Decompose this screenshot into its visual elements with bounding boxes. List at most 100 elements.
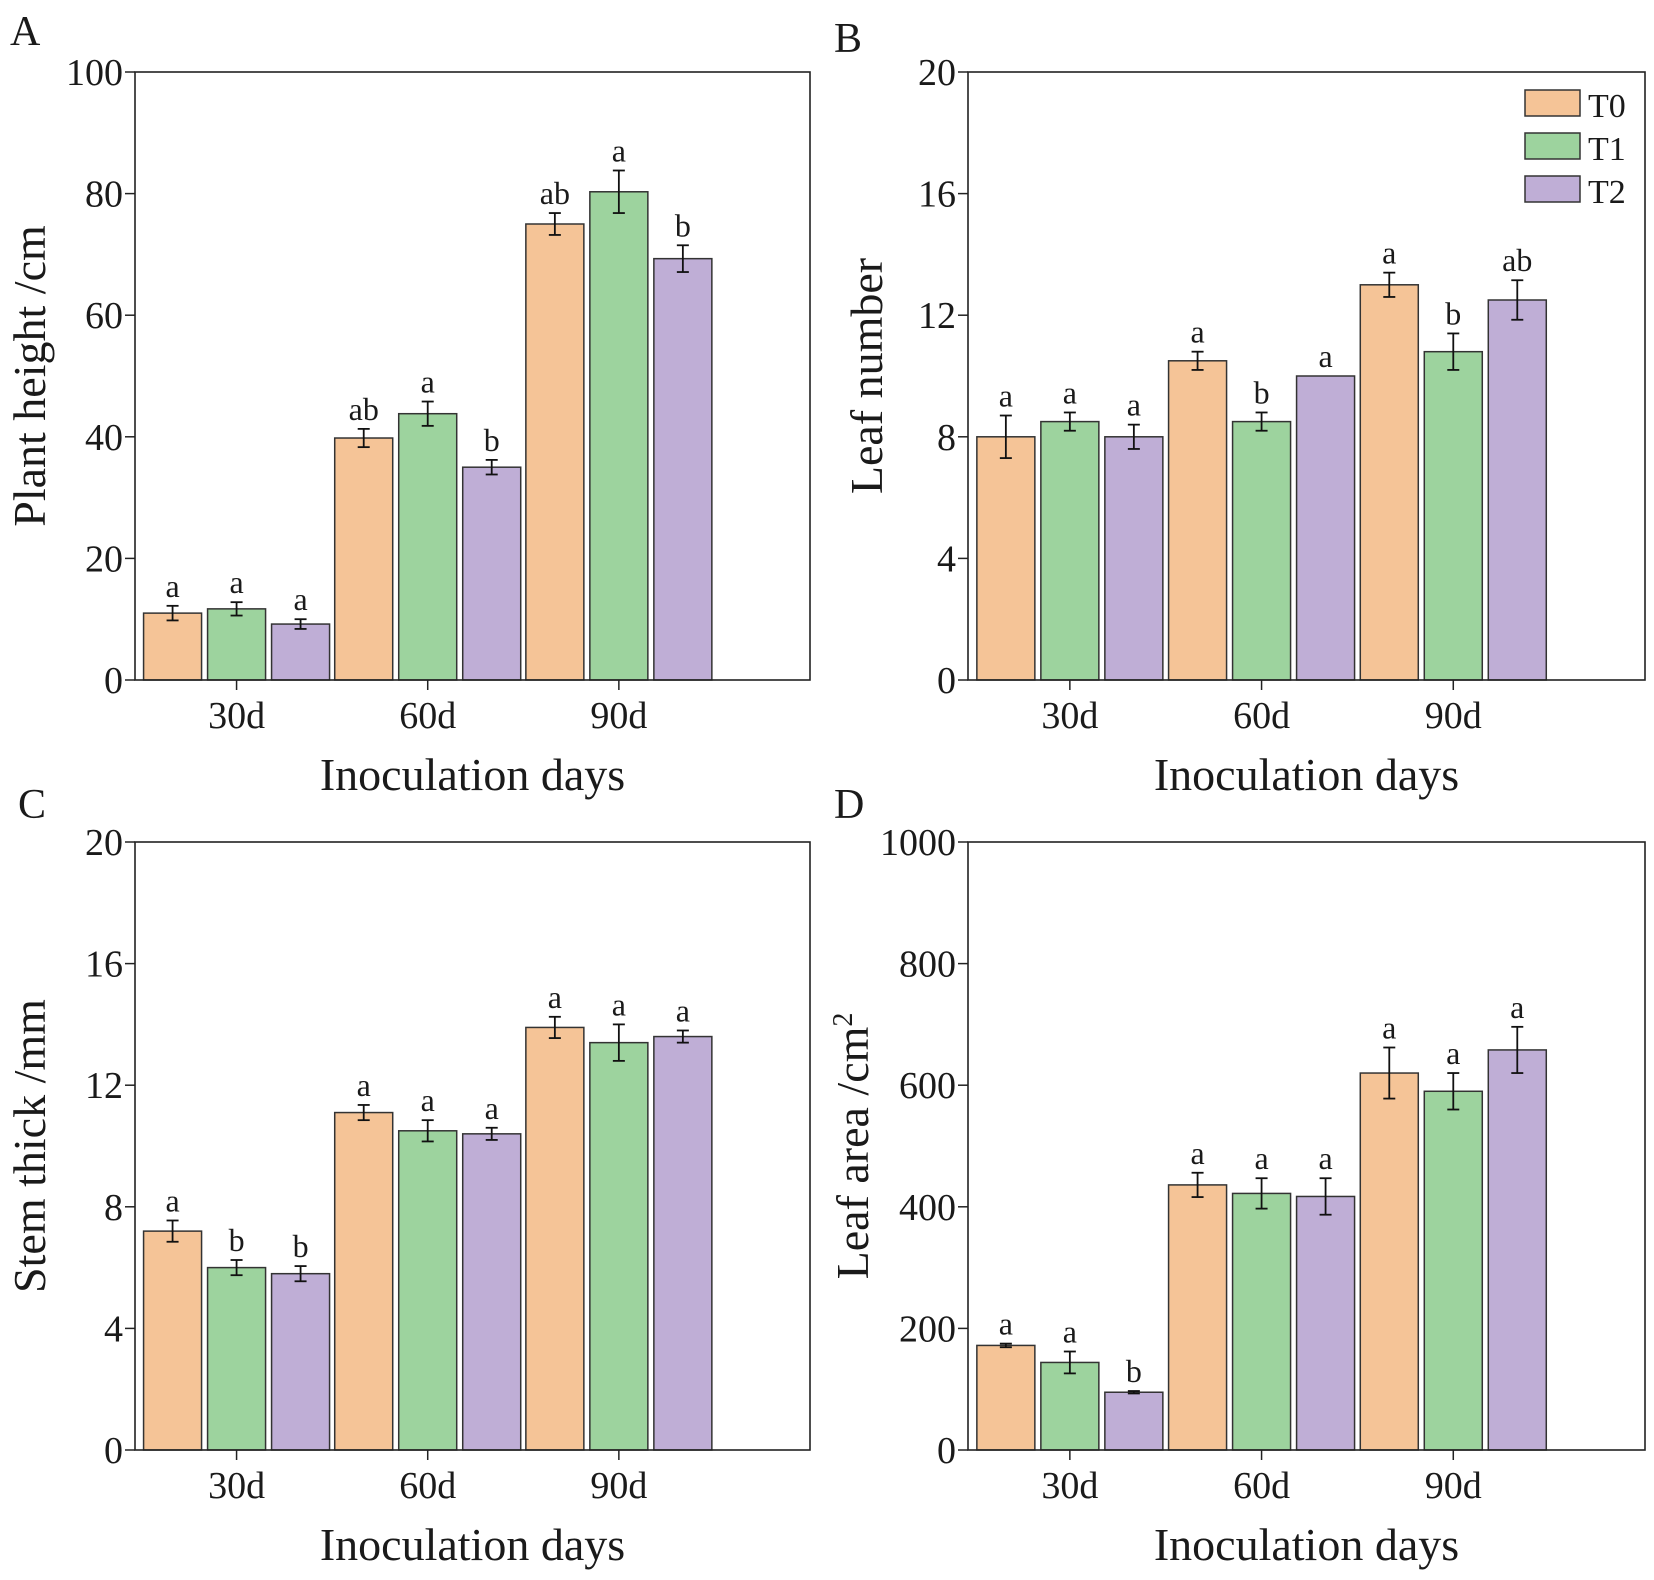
y-tick-label: 800	[899, 944, 956, 986]
panel-a-letter: A	[10, 9, 41, 55]
y-axis-title-text: Leaf area /cm	[827, 1026, 878, 1279]
significance-label: a	[1446, 1035, 1460, 1071]
y-tick-label: 12	[918, 295, 956, 337]
bar-t0-90d	[525, 1026, 585, 1451]
legend-label-t0: T0	[1588, 88, 1626, 125]
bar-t1-30d	[1040, 420, 1100, 681]
bar-t1-90d	[589, 191, 649, 681]
x-tick-label: 30d	[1041, 1465, 1098, 1507]
bar-t1-30d	[1040, 1361, 1100, 1451]
y-axis-title-text: Leaf number	[841, 258, 892, 494]
x-tick-label: 90d	[590, 1465, 647, 1507]
bar-t2-60d	[1295, 375, 1356, 681]
significance-label: a	[1063, 1314, 1077, 1350]
significance-label: a	[293, 581, 307, 617]
significance-label: a	[612, 986, 626, 1022]
x-axis-title: Inoculation days	[1154, 1519, 1459, 1570]
y-tick-label: 60	[85, 295, 123, 337]
significance-label: a	[1382, 1010, 1396, 1046]
x-tick-label: 90d	[1425, 1465, 1482, 1507]
significance-label: a	[1190, 1135, 1204, 1171]
significance-label: b	[229, 1222, 245, 1258]
y-tick-label: 20	[85, 538, 123, 580]
y-axis-title: Leaf area /cm2	[827, 1013, 878, 1280]
significance-label: a	[357, 1067, 371, 1103]
significance-label: a	[1190, 314, 1204, 350]
y-axis-title: Leaf number	[841, 258, 892, 494]
significance-label: a	[612, 132, 626, 168]
y-tick-label: 12	[85, 1065, 123, 1107]
y-tick-label: 200	[899, 1308, 956, 1350]
bar-t1-60d	[397, 412, 458, 681]
y-tick-label: 16	[85, 944, 123, 986]
y-axis-title-text: Plant height /cm	[4, 225, 55, 527]
y-tick-label: 4	[104, 1308, 123, 1350]
significance-label: a	[548, 979, 562, 1015]
x-tick-label: 30d	[1041, 695, 1098, 737]
plot-frame	[134, 71, 811, 681]
bar-t0-60d	[1167, 1184, 1228, 1451]
bar-t0-60d	[1167, 360, 1228, 681]
legend-swatch-t2	[1524, 175, 1581, 203]
significance-label: a	[1318, 1140, 1332, 1176]
x-tick-label: 30d	[208, 1465, 265, 1507]
plot-frame	[967, 841, 1646, 1451]
bar-t2-60d	[461, 1133, 522, 1451]
y-axis-title: Stem thick /mm	[4, 999, 55, 1293]
significance-label: a	[229, 564, 243, 600]
y-tick-label: 20	[918, 52, 956, 94]
bar-t2-30d	[1104, 436, 1164, 681]
significance-label: b	[1445, 295, 1461, 331]
bar-t2-60d	[1295, 1195, 1356, 1451]
x-tick-label: 60d	[1233, 1465, 1290, 1507]
bar-t1-30d	[206, 1266, 267, 1451]
legend-label-t1: T1	[1588, 131, 1626, 168]
x-tick-label: 90d	[590, 695, 647, 737]
significance-label: a	[1127, 387, 1141, 423]
y-axis-title: Plant height /cm	[4, 225, 55, 527]
bar-t0-30d	[976, 436, 1036, 681]
x-axis-title: Inoculation days	[320, 749, 625, 800]
panel-d: D a a a a a a b a a 0 200 400 600 800 1000 30d 60d 90d Ino…	[827, 782, 1646, 1570]
panel-c-chart: a a a b a a b a a 0 4 8 12 16 20 30d 60d 90d Inoculation d…	[4, 822, 811, 1570]
legend-swatch-t0	[1524, 89, 1581, 117]
significance-label: b	[675, 207, 691, 243]
y-tick-label: 0	[104, 660, 123, 702]
significance-label: a	[165, 568, 179, 604]
bar-t2-60d	[461, 466, 522, 681]
x-tick-label: 60d	[399, 695, 456, 737]
bar-t1-30d	[206, 608, 267, 681]
x-tick-label: 60d	[399, 1465, 456, 1507]
significance-label: ab	[1502, 242, 1532, 278]
legend-swatch-t1	[1524, 132, 1581, 160]
bar-t2-90d	[653, 257, 713, 681]
y-axis-title-text: Stem thick /mm	[4, 999, 55, 1293]
significance-label: a	[999, 378, 1013, 414]
y-tick-label: 0	[937, 660, 956, 702]
y-tick-label: 100	[66, 52, 123, 94]
significance-label: a	[485, 1090, 499, 1126]
bar-t0-90d	[525, 223, 585, 681]
significance-label: b	[1254, 374, 1270, 410]
bar-t0-60d	[333, 1111, 394, 1451]
significance-label: ab	[540, 175, 570, 211]
significance-label: a	[1510, 989, 1524, 1025]
panel-c: C a a a b a a b a a 0 4 8 12 16 20 30d 60d 90d Inoculation…	[4, 782, 811, 1570]
y-tick-label: 80	[85, 174, 123, 216]
panel-b-letter: B	[834, 16, 862, 62]
y-tick-label: 4	[937, 538, 956, 580]
bar-t0-60d	[333, 437, 394, 681]
x-tick-label: 30d	[208, 695, 265, 737]
significance-label: a	[999, 1306, 1013, 1342]
significance-label: a	[1254, 1140, 1268, 1176]
significance-label: b	[484, 422, 500, 458]
bar-t1-90d	[1423, 1090, 1484, 1451]
bar-t1-60d	[1231, 1192, 1292, 1451]
bar-t2-90d	[1487, 299, 1548, 681]
y-tick-label: 600	[899, 1065, 956, 1107]
y-tick-label: 8	[937, 417, 956, 459]
significance-label: ab	[349, 391, 379, 427]
bar-t0-90d	[1359, 1072, 1420, 1451]
x-tick-label: 90d	[1425, 695, 1482, 737]
